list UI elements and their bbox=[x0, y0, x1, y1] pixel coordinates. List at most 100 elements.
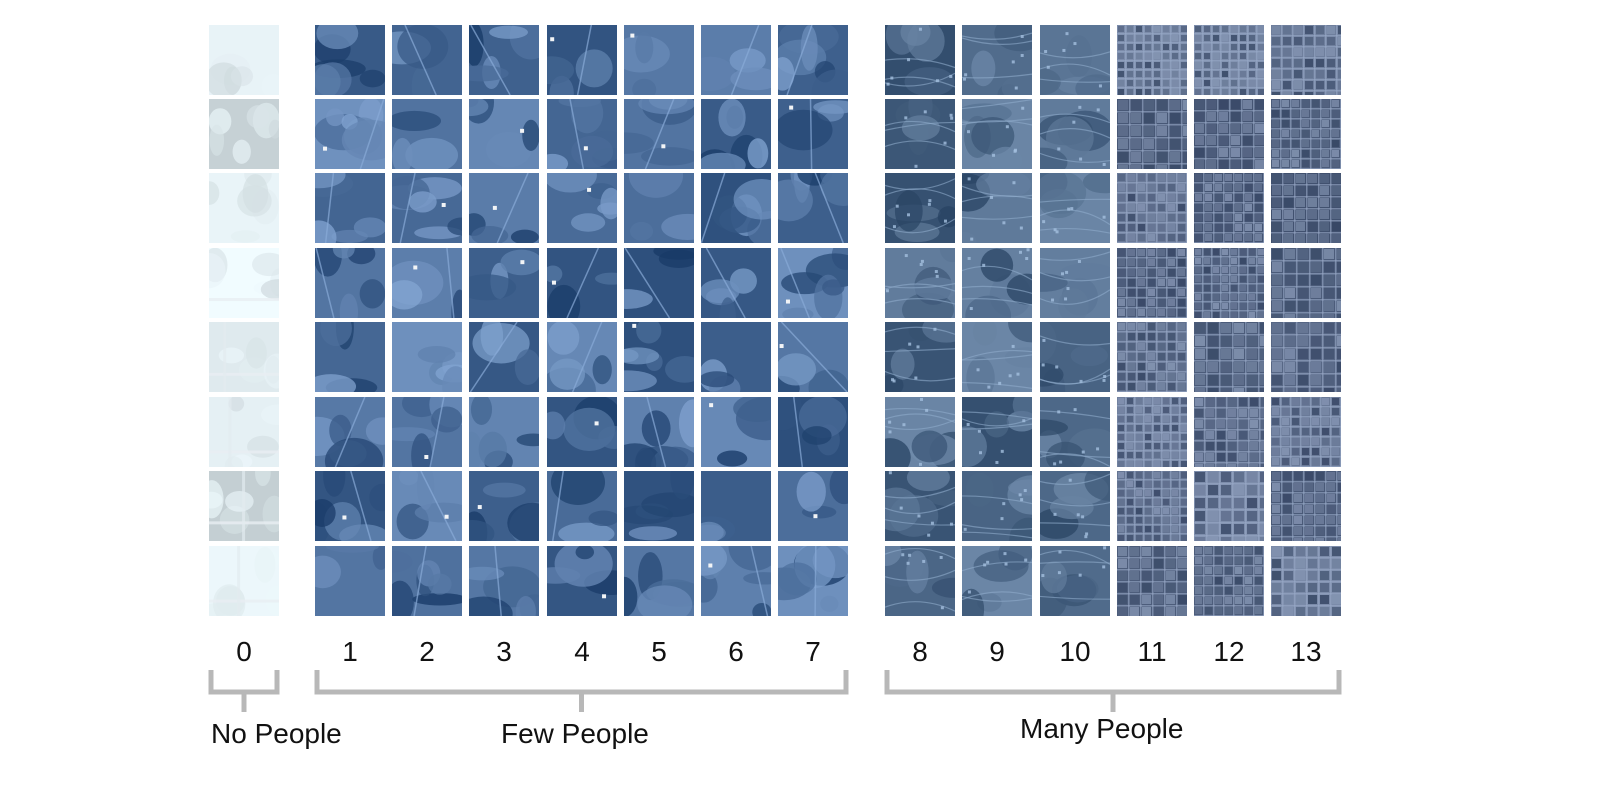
group-label: No People bbox=[211, 718, 342, 749]
satellite-tile bbox=[392, 25, 462, 95]
satellite-tile bbox=[315, 546, 385, 616]
satellite-tile bbox=[778, 471, 848, 541]
satellite-tile bbox=[962, 173, 1032, 243]
group-label: Many People bbox=[1020, 713, 1184, 744]
satellite-tile bbox=[624, 471, 694, 541]
satellite-tile bbox=[624, 322, 694, 392]
satellite-tile bbox=[469, 248, 539, 318]
satellite-tile bbox=[778, 322, 848, 392]
satellite-tile bbox=[1194, 99, 1264, 169]
satellite-tile bbox=[1271, 248, 1341, 318]
column-label: 7 bbox=[805, 636, 821, 667]
satellite-tile bbox=[392, 546, 462, 616]
satellite-tile bbox=[469, 99, 539, 169]
column-label: 2 bbox=[419, 636, 435, 667]
satellite-tile bbox=[885, 322, 955, 392]
satellite-tile bbox=[1040, 99, 1110, 169]
column-label: 9 bbox=[989, 636, 1005, 667]
satellite-tile bbox=[1194, 248, 1264, 318]
satellite-tile bbox=[701, 248, 771, 318]
column-label: 10 bbox=[1059, 636, 1091, 667]
satellite-tile bbox=[701, 99, 771, 169]
satellite-tile bbox=[885, 546, 955, 616]
satellite-tile bbox=[885, 248, 955, 318]
satellite-tile bbox=[547, 248, 617, 318]
group-label: Few People bbox=[501, 718, 649, 749]
satellite-tile bbox=[209, 471, 279, 541]
satellite-tile bbox=[701, 471, 771, 541]
satellite-tile bbox=[778, 173, 848, 243]
satellite-tile bbox=[885, 471, 955, 541]
satellite-tile bbox=[209, 173, 279, 243]
satellite-tile bbox=[547, 25, 617, 95]
satellite-tile bbox=[469, 322, 539, 392]
satellite-tile bbox=[392, 322, 462, 392]
satellite-tile bbox=[392, 99, 462, 169]
satellite-tile bbox=[778, 397, 848, 467]
satellite-tile bbox=[624, 173, 694, 243]
column-label: 13 bbox=[1290, 636, 1322, 667]
satellite-tile bbox=[962, 322, 1032, 392]
satellite-tile bbox=[624, 397, 694, 467]
group-bracket bbox=[884, 670, 1342, 712]
satellite-tile bbox=[885, 173, 955, 243]
satellite-tile bbox=[1271, 173, 1341, 243]
satellite-tile bbox=[315, 471, 385, 541]
satellite-tile bbox=[624, 99, 694, 169]
satellite-tile bbox=[1271, 471, 1341, 541]
satellite-tile bbox=[885, 397, 955, 467]
satellite-tile bbox=[547, 546, 617, 616]
satellite-tile bbox=[315, 397, 385, 467]
satellite-tile bbox=[962, 397, 1032, 467]
satellite-tile bbox=[1040, 397, 1110, 467]
satellite-tile bbox=[1117, 248, 1187, 318]
column-label: 6 bbox=[728, 636, 744, 667]
satellite-tile bbox=[1117, 471, 1187, 541]
satellite-tile bbox=[778, 248, 848, 318]
satellite-tile bbox=[392, 471, 462, 541]
satellite-tile bbox=[209, 99, 279, 169]
satellite-tile bbox=[1117, 99, 1187, 169]
satellite-tile bbox=[1040, 248, 1110, 318]
satellite-tile bbox=[315, 248, 385, 318]
satellite-tile bbox=[547, 471, 617, 541]
satellite-tile bbox=[1040, 546, 1110, 616]
satellite-tile bbox=[469, 471, 539, 541]
satellite-tile bbox=[962, 25, 1032, 95]
satellite-tile bbox=[778, 25, 848, 95]
satellite-tile bbox=[1194, 25, 1264, 95]
satellite-tile bbox=[624, 546, 694, 616]
satellite-tile bbox=[1194, 322, 1264, 392]
satellite-tile bbox=[209, 25, 279, 95]
satellite-tile bbox=[315, 25, 385, 95]
satellite-tile bbox=[624, 248, 694, 318]
satellite-tile bbox=[1271, 25, 1341, 95]
column-label: 8 bbox=[912, 636, 928, 667]
satellite-tile bbox=[1194, 546, 1264, 616]
satellite-tile bbox=[1117, 173, 1187, 243]
column-label: 1 bbox=[342, 636, 358, 667]
satellite-tile bbox=[547, 99, 617, 169]
satellite-tile bbox=[1117, 546, 1187, 616]
satellite-tile bbox=[701, 397, 771, 467]
satellite-tile bbox=[1194, 397, 1264, 467]
satellite-tile bbox=[778, 99, 848, 169]
satellite-tile bbox=[469, 397, 539, 467]
satellite-tile bbox=[469, 25, 539, 95]
column-label: 11 bbox=[1137, 636, 1167, 667]
satellite-tile bbox=[1040, 173, 1110, 243]
satellite-tile bbox=[1117, 322, 1187, 392]
satellite-tile bbox=[1040, 322, 1110, 392]
column-label: 12 bbox=[1213, 636, 1245, 667]
satellite-tile bbox=[469, 173, 539, 243]
satellite-tile bbox=[962, 99, 1032, 169]
satellite-tile bbox=[962, 471, 1032, 541]
satellite-tile bbox=[209, 546, 279, 616]
satellite-tile bbox=[1271, 322, 1341, 392]
satellite-tile bbox=[1271, 397, 1341, 467]
satellite-tile bbox=[1040, 471, 1110, 541]
satellite-tile bbox=[701, 322, 771, 392]
satellite-tile bbox=[701, 25, 771, 95]
